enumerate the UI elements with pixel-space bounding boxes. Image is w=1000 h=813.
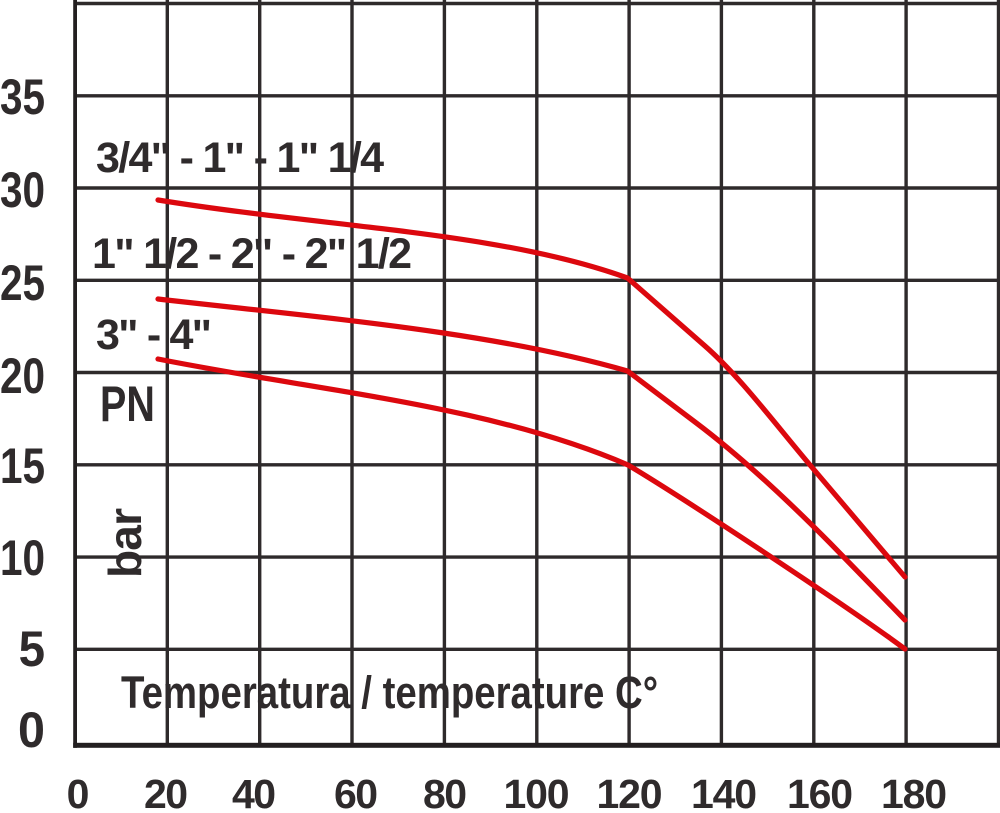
svg-text:120: 120 xyxy=(597,771,663,813)
svg-text:3/4" - 1" - 1" 1/4: 3/4" - 1" - 1" 1/4 xyxy=(96,134,384,182)
svg-text:10: 10 xyxy=(0,530,45,586)
svg-text:180: 180 xyxy=(881,771,947,813)
svg-text:20: 20 xyxy=(144,771,188,813)
svg-text:80: 80 xyxy=(423,771,467,813)
svg-text:0: 0 xyxy=(18,702,45,758)
svg-text:40: 40 xyxy=(232,771,276,813)
svg-text:35: 35 xyxy=(0,69,45,125)
svg-text:PN: PN xyxy=(100,376,155,433)
svg-text:100: 100 xyxy=(504,771,570,813)
svg-text:30: 30 xyxy=(0,162,45,218)
svg-text:5: 5 xyxy=(19,622,45,677)
svg-text:160: 160 xyxy=(787,771,853,813)
svg-text:1" 1/2 - 2" - 2" 1/2: 1" 1/2 - 2" - 2" 1/2 xyxy=(92,230,412,278)
svg-text:140: 140 xyxy=(691,771,757,813)
svg-text:3" - 4": 3" - 4" xyxy=(96,311,212,359)
svg-text:25: 25 xyxy=(0,255,45,311)
svg-text:60: 60 xyxy=(334,771,378,813)
svg-text:20: 20 xyxy=(0,348,45,404)
svg-text:15: 15 xyxy=(0,438,45,494)
svg-text:Temperatura / temperature C°: Temperatura / temperature C° xyxy=(121,667,658,718)
svg-text:0: 0 xyxy=(67,771,90,813)
svg-text:bar: bar xyxy=(99,508,151,578)
